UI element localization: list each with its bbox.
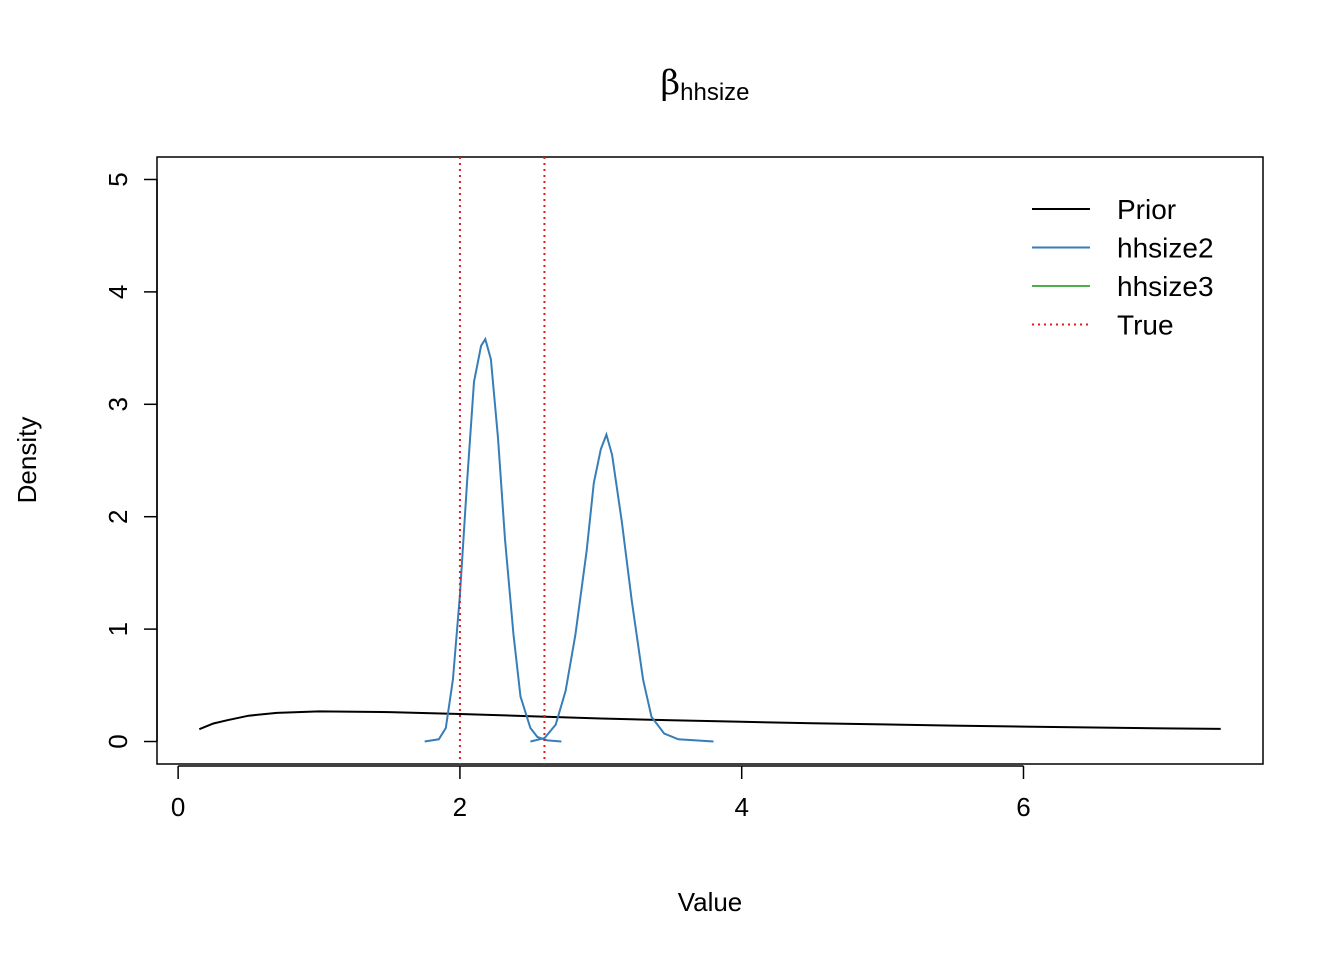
plot-frame bbox=[156, 156, 1264, 765]
y-tick-label-4: 4 bbox=[103, 285, 133, 299]
chart-title-main: β bbox=[660, 63, 680, 103]
legend-label-2: hhsize3 bbox=[1117, 271, 1214, 302]
x-tick-label-6: 6 bbox=[1016, 792, 1030, 822]
x-tick-label-2: 2 bbox=[453, 792, 467, 822]
chart-title: βhhsize bbox=[660, 63, 749, 106]
y-axis-label: Density bbox=[12, 417, 42, 504]
legend-label-1: hhsize2 bbox=[1117, 233, 1214, 264]
x-tick-label-0: 0 bbox=[171, 792, 185, 822]
legend: Prior hhsize2 hhsize3 True bbox=[1032, 194, 1214, 341]
series-line-2 bbox=[530, 431, 714, 743]
series-line-1 bbox=[424, 336, 562, 743]
plot-area bbox=[198, 157, 1221, 764]
legend-label-0: Prior bbox=[1117, 194, 1176, 225]
legend-label-3: True bbox=[1117, 310, 1174, 341]
y-tick-label-3: 3 bbox=[103, 397, 133, 411]
series-line-0 bbox=[198, 710, 1221, 731]
y-tick-label-1: 1 bbox=[103, 622, 133, 636]
y-axis: 0 1 2 3 4 5 bbox=[103, 172, 158, 749]
x-tick-label-4: 4 bbox=[734, 792, 748, 822]
x-axis-label: Value bbox=[678, 887, 743, 917]
y-tick-label-2: 2 bbox=[103, 509, 133, 523]
y-tick-label-0: 0 bbox=[103, 734, 133, 748]
x-axis: 0 2 4 6 bbox=[171, 765, 1031, 822]
y-tick-label-5: 5 bbox=[103, 172, 133, 186]
chart-title-subscript: hhsize bbox=[680, 79, 749, 106]
